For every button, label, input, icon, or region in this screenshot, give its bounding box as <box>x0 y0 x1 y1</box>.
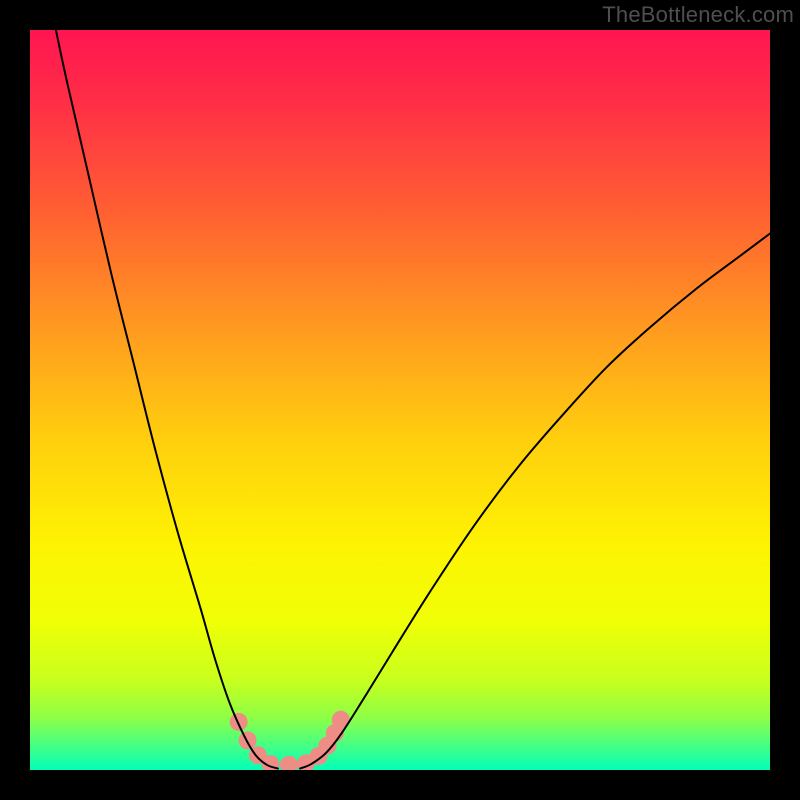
watermark-text: TheBottleneck.com <box>602 2 794 28</box>
plot-svg <box>30 30 770 770</box>
marker-dot <box>230 713 248 731</box>
plot-area <box>30 30 770 770</box>
gradient-background <box>30 30 770 770</box>
chart-container: TheBottleneck.com <box>0 0 800 800</box>
